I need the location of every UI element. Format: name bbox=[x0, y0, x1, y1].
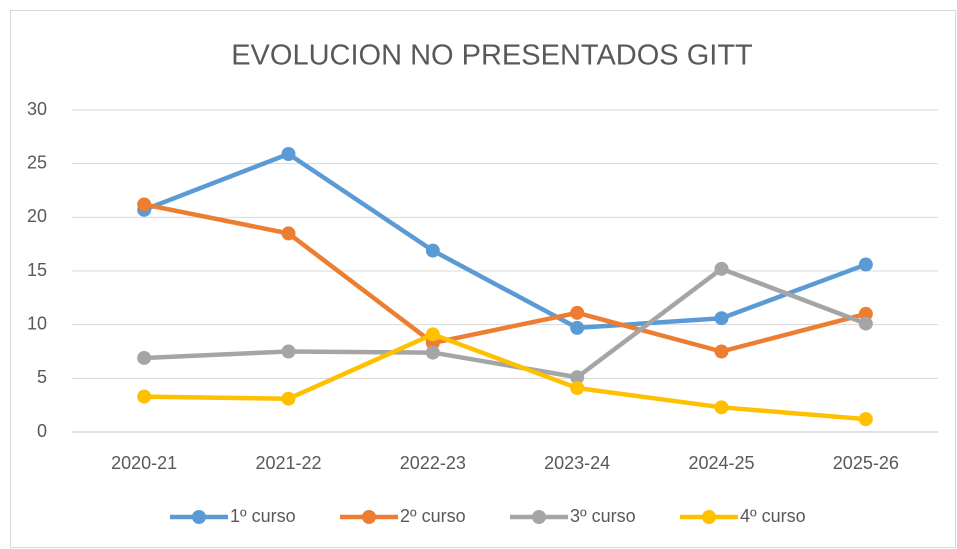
data-point bbox=[570, 380, 585, 395]
x-tick-label: 2021-22 bbox=[255, 453, 321, 473]
series-line bbox=[141, 332, 869, 422]
data-point bbox=[858, 306, 873, 321]
x-tick-label: 2023-24 bbox=[544, 453, 610, 473]
data-point bbox=[281, 226, 296, 241]
y-tick-label: 25 bbox=[27, 152, 47, 172]
x-tick-label: 2024-25 bbox=[688, 453, 754, 473]
data-point bbox=[714, 311, 729, 326]
y-tick-label: 20 bbox=[27, 206, 47, 226]
legend-label: 1º curso bbox=[230, 506, 296, 526]
data-point bbox=[137, 197, 152, 212]
data-point bbox=[858, 257, 873, 272]
data-point bbox=[570, 305, 585, 320]
legend-marker bbox=[362, 510, 376, 524]
data-point bbox=[714, 344, 729, 359]
series-line bbox=[141, 202, 869, 354]
series-line bbox=[141, 266, 869, 380]
legend-label: 3º curso bbox=[570, 506, 636, 526]
x-tick-label: 2025-26 bbox=[833, 453, 899, 473]
data-point bbox=[570, 370, 585, 385]
y-tick-label: 0 bbox=[37, 421, 47, 441]
data-point bbox=[281, 344, 296, 359]
legend-label: 2º curso bbox=[400, 506, 466, 526]
y-tick-label: 10 bbox=[27, 313, 47, 333]
y-tick-label: 30 bbox=[27, 99, 47, 119]
y-tick-label: 15 bbox=[27, 260, 47, 280]
data-point bbox=[425, 345, 440, 360]
legend-marker bbox=[702, 510, 716, 524]
x-tick-label: 2022-23 bbox=[400, 453, 466, 473]
legend-marker bbox=[532, 510, 546, 524]
series-line bbox=[141, 151, 869, 331]
data-point bbox=[137, 389, 152, 404]
x-tick-label: 2020-21 bbox=[111, 453, 177, 473]
data-point bbox=[714, 400, 729, 415]
data-point bbox=[570, 320, 585, 335]
data-point bbox=[425, 327, 440, 342]
data-point bbox=[281, 391, 296, 406]
data-point bbox=[714, 261, 729, 276]
data-point bbox=[858, 316, 873, 331]
chart-title: EVOLUCION NO PRESENTADOS GITT bbox=[231, 40, 753, 72]
data-point bbox=[137, 350, 152, 365]
data-point bbox=[425, 243, 440, 258]
data-point bbox=[858, 412, 873, 427]
data-point bbox=[281, 147, 296, 162]
y-tick-label: 5 bbox=[37, 367, 47, 387]
legend-label: 4º curso bbox=[740, 506, 806, 526]
legend-marker bbox=[192, 510, 206, 524]
